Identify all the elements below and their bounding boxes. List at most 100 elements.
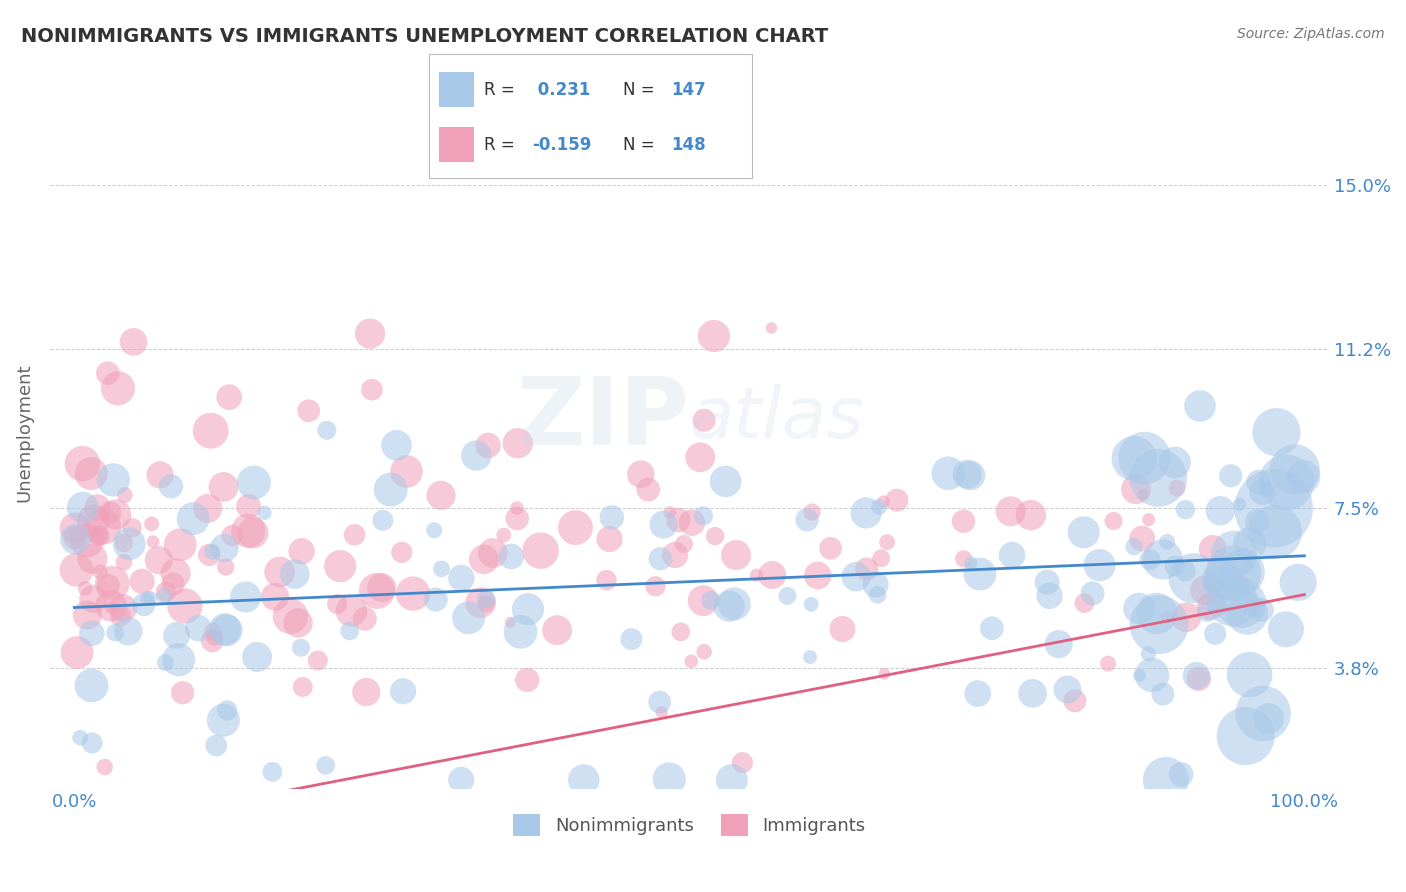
Point: [269, 565, 291, 579]
Point: [1264, 524, 1286, 539]
Point: [876, 535, 898, 549]
Point: [1123, 540, 1146, 554]
Point: [721, 772, 744, 787]
Point: [1209, 503, 1232, 517]
Point: [1222, 566, 1244, 580]
Point: [1174, 502, 1197, 516]
Point: [1164, 456, 1187, 470]
Point: [132, 598, 155, 612]
Point: [253, 506, 276, 520]
Point: [1175, 610, 1198, 624]
Point: [142, 534, 165, 549]
Point: [238, 500, 260, 514]
Point: [969, 567, 991, 582]
Point: [1247, 475, 1270, 489]
Point: [205, 739, 228, 753]
Point: [980, 621, 1002, 635]
Point: [1123, 451, 1146, 466]
Point: [1246, 514, 1268, 528]
Point: [681, 516, 703, 530]
Point: [100, 600, 122, 615]
Point: [450, 772, 472, 787]
Point: [845, 570, 868, 584]
Point: [1125, 482, 1147, 496]
Point: [1223, 547, 1246, 561]
Point: [650, 551, 672, 566]
Point: [1197, 605, 1219, 619]
Point: [131, 574, 153, 589]
Point: [280, 609, 302, 624]
Point: [936, 467, 959, 481]
Point: [1243, 601, 1265, 615]
Point: [530, 543, 553, 558]
Point: [475, 592, 498, 607]
Point: [1156, 535, 1178, 549]
Point: [395, 465, 418, 479]
Point: [162, 577, 184, 591]
Legend: Nonimmigrants, Immigrants: Nonimmigrants, Immigrants: [506, 807, 873, 844]
Point: [117, 624, 139, 639]
Point: [291, 544, 314, 558]
Point: [666, 513, 689, 527]
Point: [509, 624, 531, 639]
Point: [966, 687, 988, 701]
Point: [307, 654, 329, 668]
Point: [172, 686, 194, 700]
Point: [669, 624, 692, 639]
Point: [246, 650, 269, 665]
Point: [75, 582, 97, 596]
Point: [1286, 575, 1309, 590]
Point: [371, 513, 394, 527]
Point: [391, 545, 413, 559]
Point: [1199, 599, 1222, 614]
Point: [122, 334, 145, 349]
Point: [200, 424, 222, 438]
Point: [315, 423, 337, 437]
Point: [1019, 508, 1042, 523]
Point: [1001, 548, 1024, 562]
Point: [76, 533, 98, 548]
Point: [1202, 577, 1225, 591]
Point: [866, 588, 889, 602]
Point: [477, 438, 499, 452]
Point: [1194, 583, 1216, 598]
Point: [353, 612, 375, 626]
Point: [1140, 668, 1163, 682]
Point: [1129, 668, 1152, 682]
Point: [470, 596, 492, 610]
Point: [371, 581, 394, 595]
Point: [82, 514, 104, 528]
Point: [1056, 682, 1078, 697]
Point: [201, 544, 224, 558]
Text: N =: N =: [623, 81, 659, 99]
Point: [1202, 541, 1225, 556]
Point: [952, 514, 974, 528]
Point: [215, 703, 238, 717]
Point: [212, 480, 235, 494]
Point: [63, 521, 86, 535]
Point: [80, 467, 103, 481]
Point: [546, 623, 568, 637]
Point: [104, 625, 127, 640]
Point: [160, 479, 183, 493]
Point: [287, 615, 309, 630]
Point: [1257, 711, 1279, 725]
Point: [1132, 487, 1154, 501]
Point: [1147, 617, 1170, 632]
Point: [1227, 578, 1250, 592]
Text: Source: ZipAtlas.com: Source: ZipAtlas.com: [1237, 27, 1385, 41]
Point: [1137, 647, 1160, 661]
Point: [1081, 586, 1104, 600]
Point: [1188, 399, 1211, 413]
Point: [506, 511, 529, 525]
Point: [290, 640, 312, 655]
Point: [1211, 573, 1233, 587]
Point: [572, 772, 595, 787]
Point: [136, 591, 159, 606]
Point: [1156, 610, 1178, 624]
Point: [402, 587, 425, 601]
Point: [1174, 564, 1197, 578]
FancyBboxPatch shape: [439, 72, 474, 107]
Point: [97, 366, 120, 380]
Point: [1254, 483, 1277, 497]
